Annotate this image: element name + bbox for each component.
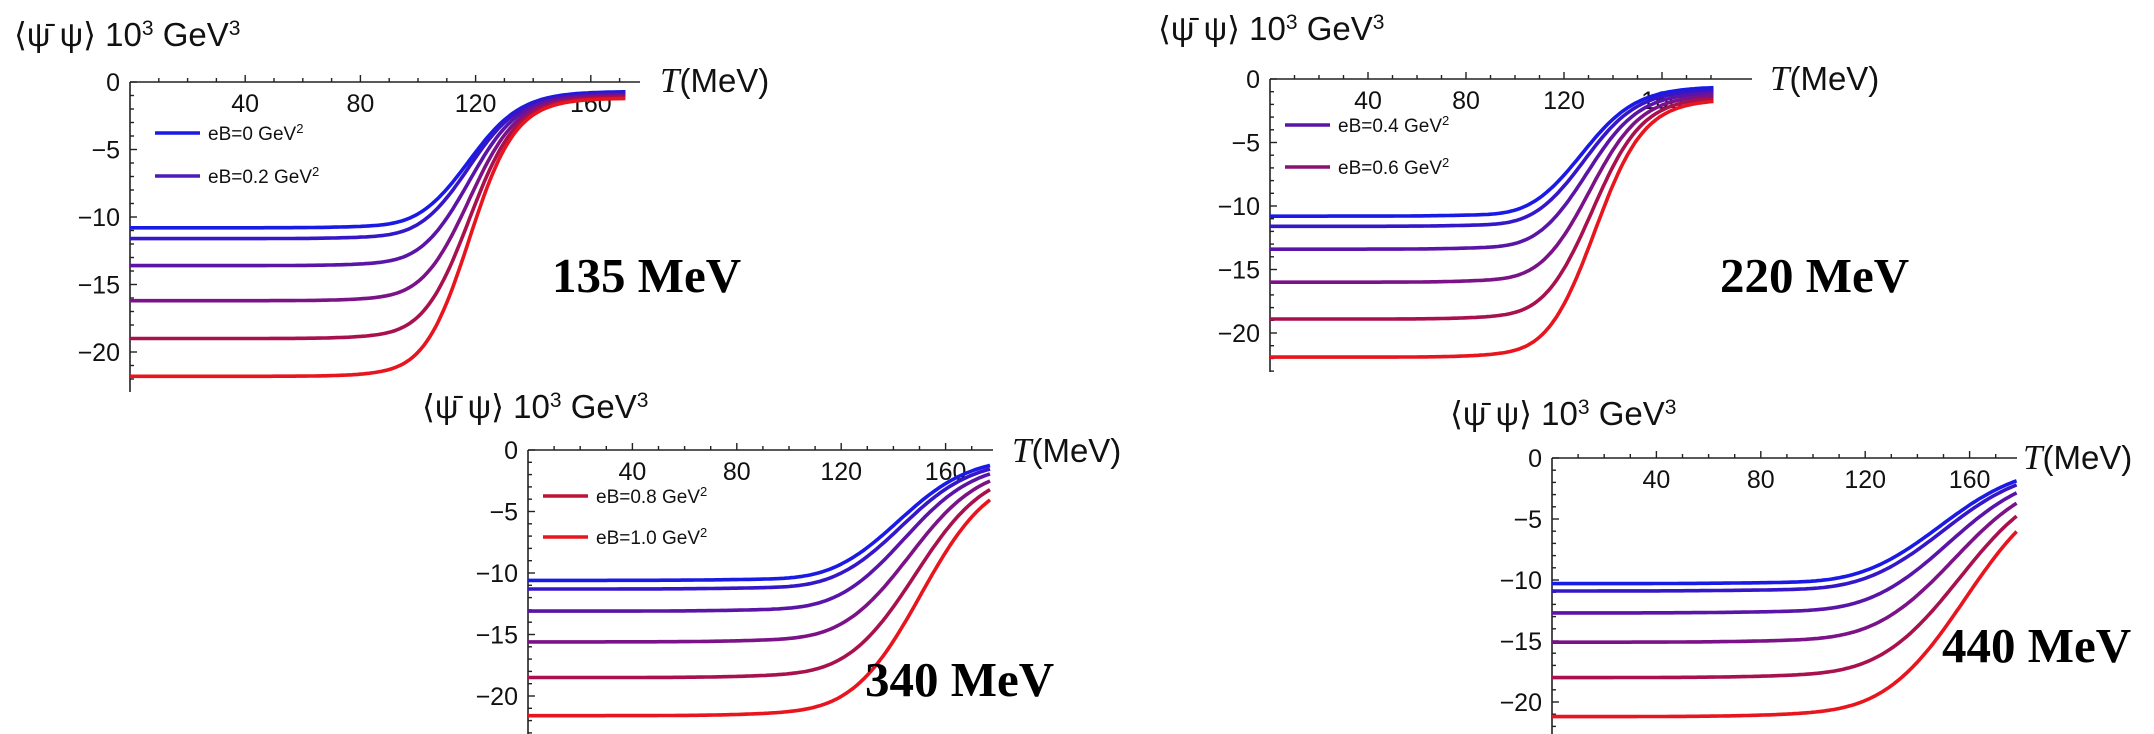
series-line-2 <box>130 91 626 241</box>
y-axis-label: ⟨ψ̄ ψ⟩ 103 GeV3 <box>1450 395 1676 432</box>
series-line-3 <box>1270 91 1714 251</box>
legend-label: eB=1.0 GeV2 <box>596 525 707 550</box>
y-axis-label: ⟨ψ̄ ψ⟩ 103 GeV3 <box>1158 10 1384 47</box>
series-line-3 <box>1552 491 2018 615</box>
y-tick-label: −20 <box>476 683 518 711</box>
x-axis-label: T(MeV) <box>2023 438 2132 477</box>
y-tick-label: −10 <box>1218 193 1260 221</box>
y-axis-label: ⟨ψ̄ ψ⟩ 103 GeV3 <box>14 16 240 53</box>
series-line-5 <box>130 95 626 341</box>
series-line-1 <box>130 90 626 230</box>
x-axis-label: T(MeV) <box>1770 59 1879 98</box>
x-tick-label: 120 <box>1543 87 1585 115</box>
y-tick-label: −15 <box>476 622 518 650</box>
series-line-5 <box>1270 96 1714 321</box>
x-axis-label: T(MeV) <box>1012 431 1121 470</box>
series-line-6 <box>528 498 992 718</box>
series-line-1 <box>1270 85 1714 218</box>
series-line-1 <box>1552 479 2018 586</box>
y-tick-label: −10 <box>1500 567 1542 595</box>
series-line-6 <box>1270 99 1714 359</box>
legend-label: eB=0 GeV2 <box>208 121 303 146</box>
y-tick-label: 0 <box>504 437 518 465</box>
x-axis-label: T(MeV) <box>660 61 769 100</box>
series-line-1 <box>528 463 991 583</box>
panel-title: 440 MeV <box>1942 618 2131 673</box>
series-line-2 <box>1552 483 2018 593</box>
y-tick-label: −15 <box>1500 628 1542 656</box>
series-line-2 <box>528 467 991 591</box>
y-tick-label: −15 <box>1218 257 1260 285</box>
y-tick-label: −5 <box>1513 506 1542 534</box>
series-line-2 <box>1270 88 1714 229</box>
series-line-6 <box>130 96 626 379</box>
legend-label: eB=0.8 GeV2 <box>596 484 707 509</box>
x-tick-label: 80 <box>1747 466 1775 494</box>
series-line-4 <box>528 479 991 644</box>
y-tick-label: −20 <box>1500 689 1542 717</box>
chart-panel-4: 40 80 120 160 0 −5 −10 −15 −20 ⟨ψ̄ ψ⟩ 103 GeV3 T(M… <box>1450 395 2132 734</box>
y-axis-label: ⟨ψ̄ ψ⟩ 103 GeV3 <box>422 388 648 425</box>
x-tick-label: 40 <box>618 458 646 486</box>
y-tick-label: −10 <box>78 204 120 232</box>
series-line-4 <box>130 94 626 303</box>
panel-title: 220 MeV <box>1720 248 1909 303</box>
panel-title: 135 MeV <box>552 248 741 303</box>
y-tick-label: −15 <box>78 272 120 300</box>
series-line-3 <box>528 472 991 613</box>
y-tick-label: 0 <box>1246 66 1260 94</box>
y-tick-label: −20 <box>1218 320 1260 348</box>
y-tick-label: −5 <box>1231 130 1260 158</box>
y-tick-label: −5 <box>489 499 518 527</box>
panel-title: 340 MeV <box>865 652 1054 707</box>
x-tick-label: 80 <box>723 458 751 486</box>
series-line-4 <box>1552 501 2018 644</box>
legend-label: eB=0.2 GeV2 <box>208 164 319 189</box>
legend-label: eB=0.4 GeV2 <box>1338 113 1449 138</box>
x-tick-label: 40 <box>1354 87 1382 115</box>
x-tick-label: 80 <box>346 90 374 118</box>
x-tick-label: 80 <box>1452 87 1480 115</box>
x-tick-label: 120 <box>820 458 862 486</box>
legend-label: eB=0.6 GeV2 <box>1338 155 1449 180</box>
series-line-5 <box>528 488 991 680</box>
y-tick-label: −10 <box>476 560 518 588</box>
x-tick-label: 40 <box>231 90 259 118</box>
x-tick-label: 120 <box>455 90 497 118</box>
series-line-4 <box>1270 94 1714 284</box>
series-line-3 <box>130 92 626 268</box>
series-line-5 <box>1552 514 2018 680</box>
y-tick-label: −20 <box>78 339 120 367</box>
y-tick-label: 0 <box>1528 445 1542 473</box>
x-tick-label: 160 <box>1949 466 1991 494</box>
x-tick-label: 40 <box>1642 466 1670 494</box>
series-line-6 <box>1552 530 2018 719</box>
x-tick-label: 120 <box>1844 466 1886 494</box>
y-tick-label: 0 <box>106 69 120 97</box>
y-tick-label: −5 <box>91 137 120 165</box>
